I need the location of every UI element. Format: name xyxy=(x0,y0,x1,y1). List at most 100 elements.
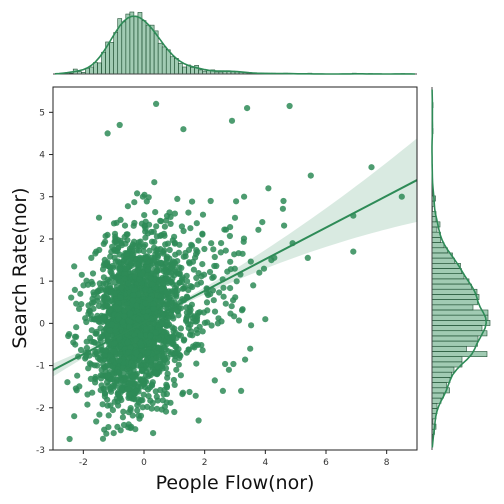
scatter-point xyxy=(148,228,155,236)
top-marginal-histogram xyxy=(64,11,406,75)
scatter-point xyxy=(135,396,142,403)
y-axis-ticks: -3 -2 -1 0 1 2 3 4 5 xyxy=(36,108,53,456)
scatter-point xyxy=(166,209,173,216)
scatter-point xyxy=(175,331,182,338)
scatter-point xyxy=(159,365,166,372)
top-histogram-bar xyxy=(129,11,135,75)
scatter-point xyxy=(114,369,121,376)
scatter-point xyxy=(231,313,238,320)
scatter-point xyxy=(100,315,107,322)
y-tick-label: -3 xyxy=(36,446,45,456)
scatter-point xyxy=(131,268,138,275)
scatter-point xyxy=(174,287,181,294)
scatter-point xyxy=(247,258,254,265)
scatter-point xyxy=(104,295,111,302)
scatter-point xyxy=(113,380,120,387)
scatter-point xyxy=(239,250,246,257)
scatter-point xyxy=(98,333,105,340)
scatter-point xyxy=(142,255,149,262)
scatter-point xyxy=(153,272,160,279)
scatter-point xyxy=(164,240,171,247)
scatter-point xyxy=(111,348,118,355)
scatter-point xyxy=(195,417,202,424)
scatter-point xyxy=(85,302,92,309)
scatter-point xyxy=(137,256,144,263)
scatter-point xyxy=(148,356,155,364)
scatter-point xyxy=(168,289,175,296)
scatter-point xyxy=(121,233,128,240)
y-tick-label: -2 xyxy=(36,404,45,414)
scatter-point xyxy=(121,380,128,388)
scatter-point xyxy=(89,270,97,277)
scatter-point xyxy=(107,402,114,409)
scatter-point xyxy=(71,413,78,420)
scatter-point xyxy=(185,209,192,216)
plot-frame xyxy=(52,86,418,451)
scatter-point xyxy=(87,375,94,382)
scatter-point xyxy=(180,253,187,260)
scatter-point xyxy=(211,253,218,261)
right-histogram-bar xyxy=(431,299,478,306)
scatter-point xyxy=(241,193,248,200)
scatter-point xyxy=(203,299,211,306)
scatter-point xyxy=(112,303,120,311)
scatter-point xyxy=(131,199,138,206)
scatter-point xyxy=(171,210,178,217)
scatter-point xyxy=(226,232,233,240)
scatter-point xyxy=(228,117,236,124)
scatter-point xyxy=(150,300,157,307)
scatter-point xyxy=(97,287,105,294)
scatter-point xyxy=(178,278,185,286)
scatter-point xyxy=(175,249,182,256)
scatter-point xyxy=(152,370,159,377)
scatter-point xyxy=(164,370,171,377)
scatter-point xyxy=(227,285,234,292)
scatter-point xyxy=(149,281,156,288)
scatter-point xyxy=(132,336,140,343)
scatter-point xyxy=(126,391,133,398)
scatter-point xyxy=(157,259,164,266)
scatter-point xyxy=(135,412,142,419)
right-histogram-bar xyxy=(431,283,472,290)
scatter-point xyxy=(262,316,269,323)
scatter-point xyxy=(147,332,154,339)
scatter-point xyxy=(214,320,221,327)
right-histogram-bar xyxy=(431,309,489,316)
scatter-point xyxy=(213,262,220,270)
scatter-point xyxy=(163,381,170,388)
scatter-point xyxy=(109,356,116,363)
scatter-point xyxy=(240,235,248,242)
top-histogram-bar xyxy=(157,42,163,75)
scatter-point xyxy=(160,230,168,237)
scatter-point xyxy=(144,266,152,273)
top-histogram-bar xyxy=(190,67,195,75)
scatter-point xyxy=(133,388,140,395)
top-histogram-bar xyxy=(101,51,106,75)
right-histogram-bar xyxy=(431,237,441,243)
scatter-point xyxy=(171,408,178,416)
scatter-point xyxy=(134,407,141,414)
scatter-point xyxy=(244,105,251,112)
top-histogram-bar xyxy=(174,58,179,75)
scatter-point xyxy=(199,230,206,237)
scatter-point xyxy=(124,386,132,393)
top-histogram-bar xyxy=(113,32,119,75)
scatter-point xyxy=(73,324,80,331)
x-tick-label: 8 xyxy=(384,458,390,468)
top-histogram-bar xyxy=(97,62,102,75)
scatter-point xyxy=(86,307,93,314)
scatter-point xyxy=(88,254,95,261)
scatter-point xyxy=(64,379,71,386)
scatter-point xyxy=(126,380,133,387)
scatter-point xyxy=(65,332,72,340)
scatter-point xyxy=(191,344,198,351)
scatter-point xyxy=(231,214,239,221)
right-histogram-bar xyxy=(431,351,488,357)
scatter-point xyxy=(103,430,110,437)
scatter-point xyxy=(162,288,169,296)
right-kde-curve xyxy=(431,89,488,448)
scatter-point xyxy=(177,325,184,332)
scatter-point xyxy=(398,193,405,200)
scatter-point xyxy=(109,243,116,250)
scatter-point xyxy=(286,102,293,110)
